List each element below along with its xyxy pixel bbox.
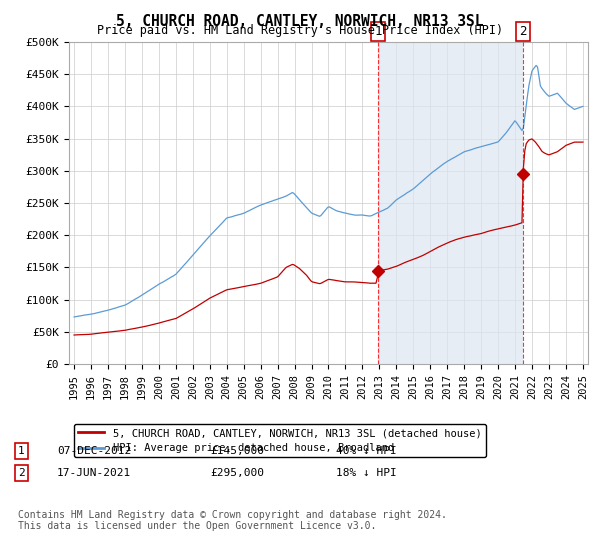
Text: 1: 1 [18, 446, 25, 456]
Text: 07-DEC-2012: 07-DEC-2012 [57, 446, 131, 456]
Text: 1: 1 [374, 25, 382, 38]
Text: 5, CHURCH ROAD, CANTLEY, NORWICH, NR13 3SL: 5, CHURCH ROAD, CANTLEY, NORWICH, NR13 3… [116, 14, 484, 29]
Text: Price paid vs. HM Land Registry's House Price Index (HPI): Price paid vs. HM Land Registry's House … [97, 24, 503, 37]
Text: 2: 2 [18, 468, 25, 478]
Text: Contains HM Land Registry data © Crown copyright and database right 2024.
This d: Contains HM Land Registry data © Crown c… [18, 510, 447, 531]
Text: 17-JUN-2021: 17-JUN-2021 [57, 468, 131, 478]
Text: 2: 2 [519, 25, 527, 38]
Text: £295,000: £295,000 [210, 468, 264, 478]
Text: 18% ↓ HPI: 18% ↓ HPI [336, 468, 397, 478]
Text: £145,000: £145,000 [210, 446, 264, 456]
Text: 40% ↓ HPI: 40% ↓ HPI [336, 446, 397, 456]
Legend: 5, CHURCH ROAD, CANTLEY, NORWICH, NR13 3SL (detached house), HPI: Average price,: 5, CHURCH ROAD, CANTLEY, NORWICH, NR13 3… [74, 424, 485, 458]
Bar [378, 42, 523, 364]
